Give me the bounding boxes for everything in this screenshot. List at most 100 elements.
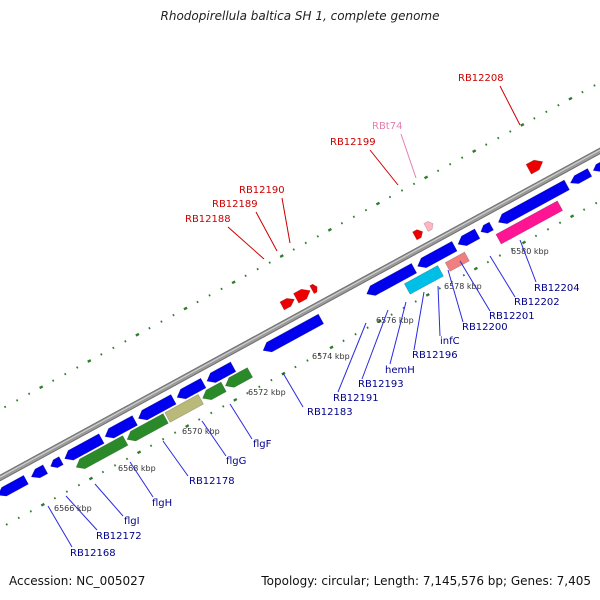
position-dot — [546, 228, 550, 231]
gene-label-flgg: flgG — [226, 456, 246, 467]
gene-label-rb12193: RB12193 — [358, 379, 404, 390]
gene-arrow — [137, 394, 177, 421]
position-dot — [534, 234, 538, 238]
position-dot — [509, 130, 512, 133]
position-dot — [581, 90, 584, 94]
position-dot — [304, 241, 307, 245]
position-dot — [423, 175, 429, 180]
gene-arrow — [497, 179, 570, 225]
position-dot — [354, 332, 357, 336]
position-dot — [327, 227, 332, 232]
position-dot — [364, 208, 368, 212]
gene-label-rb12183: RB12183 — [307, 407, 353, 418]
position-dot — [40, 502, 45, 507]
position-dot — [558, 221, 562, 225]
gene-arrow — [480, 221, 494, 234]
gene-label-rb12196: RB12196 — [412, 350, 458, 361]
position-dot — [113, 464, 117, 467]
position-dot — [569, 214, 575, 219]
tick-label: 6580 kbp — [511, 247, 549, 256]
label-leader-line — [389, 301, 407, 365]
position-dot — [231, 280, 236, 285]
gene-label-rb12178: RB12178 — [189, 476, 235, 487]
accession-text: Accession: NC_005027 — [9, 574, 146, 588]
gene-label-flgh: flgH — [152, 498, 172, 509]
flagellar-gene-arrow — [126, 413, 169, 442]
tick-label: 6570 kbp — [182, 427, 220, 436]
label-leader-line — [201, 420, 227, 457]
gene-label-rb12190: RB12190 — [239, 185, 285, 196]
position-dot — [279, 254, 284, 258]
label-leaders — [47, 85, 537, 548]
label-leader-line — [227, 226, 265, 260]
position-dot — [268, 261, 271, 264]
gene-arrow — [412, 229, 423, 241]
gene-label-rb12199: RB12199 — [330, 137, 376, 148]
position-dot — [29, 510, 32, 513]
gene-arrow — [569, 168, 593, 184]
position-dot — [582, 208, 586, 211]
page-title: Rhodopirellula baltica SH 1, complete ge… — [160, 9, 440, 23]
position-dot — [88, 476, 94, 481]
label-leader-line — [65, 495, 98, 531]
position-dot — [148, 326, 151, 330]
label-leader-line — [413, 291, 425, 351]
position-dot — [521, 240, 527, 245]
gene-label-rb12200: RB12200 — [462, 322, 508, 333]
gene-label-rb12202: RB12202 — [514, 297, 560, 308]
position-dot — [342, 339, 345, 343]
position-dot — [400, 189, 404, 192]
position-dot — [149, 444, 153, 447]
position-dot — [316, 235, 319, 238]
label-leader-line — [255, 211, 278, 252]
position-dot — [208, 294, 211, 297]
position-dot — [294, 365, 297, 369]
position-dot — [87, 359, 92, 363]
position-dot — [161, 437, 165, 441]
position-dot — [258, 385, 261, 388]
label-leader-line — [337, 322, 367, 393]
position-dot — [124, 340, 127, 343]
label-leader-line — [499, 85, 521, 126]
gene-box — [495, 200, 564, 245]
rna-arrow — [423, 221, 434, 232]
gene-arrow — [30, 464, 49, 479]
tick-label: 6572 kbp — [248, 388, 286, 397]
label-leader-line — [437, 285, 441, 337]
position-dot — [388, 195, 392, 199]
position-dot — [510, 247, 514, 251]
position-dot — [17, 516, 20, 520]
position-dot — [183, 306, 188, 311]
gene-arrow — [457, 228, 481, 247]
position-dot — [593, 84, 596, 87]
gene-arrow — [50, 456, 64, 469]
position-dot — [198, 418, 201, 421]
label-leader-line — [361, 309, 389, 380]
position-dot — [125, 457, 129, 461]
label-leader-line — [369, 149, 399, 186]
position-dot — [210, 411, 213, 415]
position-dot — [436, 169, 440, 173]
position-dot — [52, 379, 55, 382]
position-dot — [329, 345, 334, 350]
flagellar-gene-arrow — [224, 367, 254, 388]
position-dot — [557, 103, 560, 107]
gene-label-flgi: flgI — [124, 516, 140, 527]
gene-arrow — [206, 361, 237, 383]
gene-arrow — [0, 474, 29, 497]
position-dot — [352, 215, 356, 218]
gene-label-rb12201: RB12201 — [489, 311, 535, 322]
label-leader-line — [47, 505, 73, 548]
position-dot — [340, 222, 344, 225]
position-dot — [244, 274, 247, 277]
gene-label-rb12168: RB12168 — [70, 548, 116, 559]
position-dot — [5, 523, 8, 526]
position-dot — [497, 136, 500, 140]
gene-label-rb12172: RB12172 — [96, 531, 142, 542]
gene-arrow — [525, 159, 544, 175]
gene-box — [444, 251, 470, 272]
tick-label: 6566 kbp — [54, 504, 92, 513]
position-dot — [112, 346, 115, 350]
gene-arrow — [262, 313, 325, 353]
